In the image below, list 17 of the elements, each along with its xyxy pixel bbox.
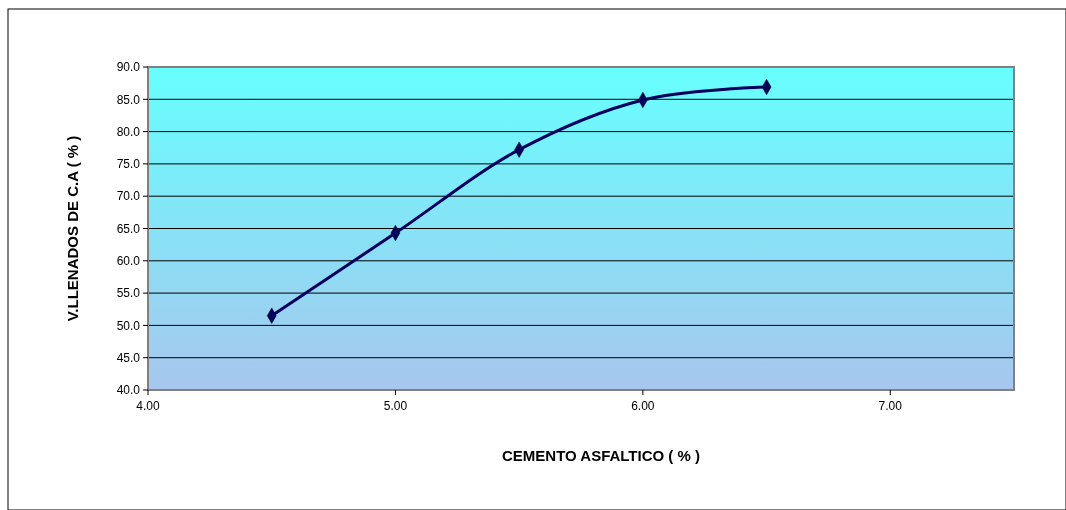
x-tick-label: 6.00: [631, 399, 655, 413]
x-tick-label: 5.00: [383, 399, 408, 413]
x-axis-title: CEMENTO ASFALTICO ( % ): [501, 447, 701, 464]
y-tick-label: 80.0: [116, 124, 141, 139]
y-tick-label: 40.0: [116, 383, 141, 398]
y-tick-label: 90.0: [116, 60, 141, 75]
y-tick-label: 75.0: [116, 157, 141, 172]
y-tick-label: 85.0: [116, 92, 141, 107]
y-tick-label: 50.0: [116, 318, 141, 333]
y-axis-title: V.LLENADOS DE C.A ( % ): [64, 135, 81, 322]
x-tick-label: 4.00: [136, 399, 160, 413]
y-tick-label: 45.0: [116, 350, 141, 365]
y-tick-label: 70.0: [116, 189, 141, 204]
y-tick-label: 65.0: [116, 221, 141, 236]
x-tick-label: 7.00: [878, 399, 903, 413]
y-tick-label: 55.0: [116, 286, 141, 301]
y-tick-label: 60.0: [116, 254, 141, 268]
